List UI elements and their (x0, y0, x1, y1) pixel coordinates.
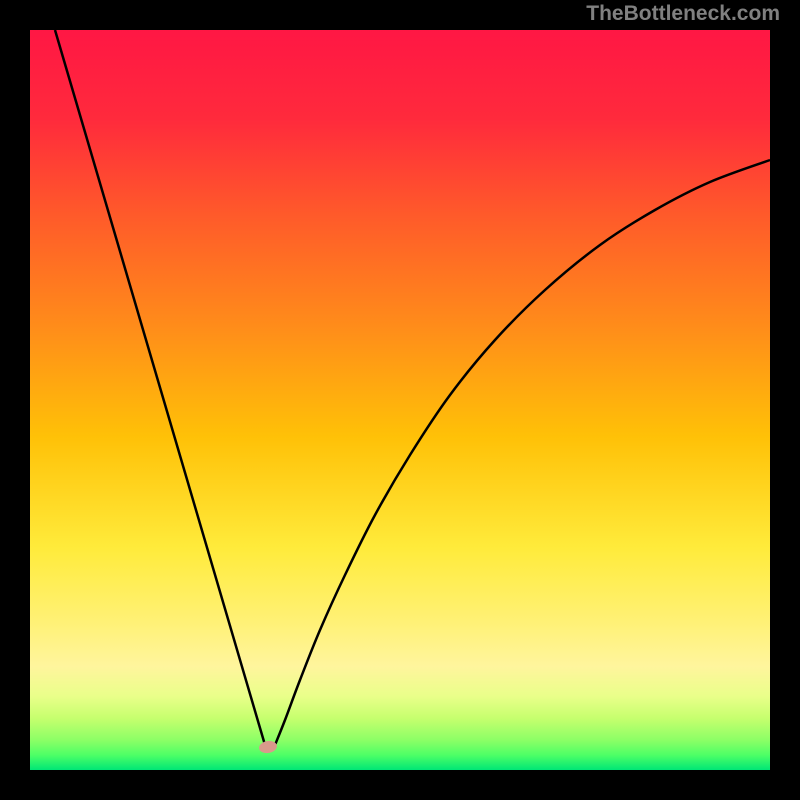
bottleneck-chart (0, 0, 800, 800)
gradient-background (30, 30, 770, 770)
watermark-text: TheBottleneck.com (586, 2, 780, 26)
chart-container: TheBottleneck.com (0, 0, 800, 800)
